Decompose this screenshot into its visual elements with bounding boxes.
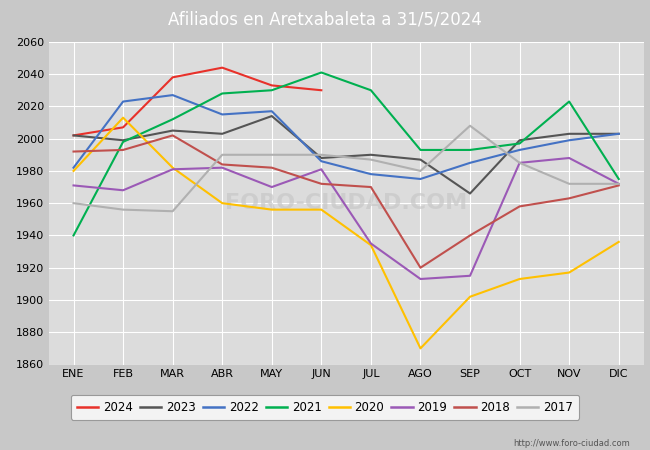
Legend: 2024, 2023, 2022, 2021, 2020, 2019, 2018, 2017: 2024, 2023, 2022, 2021, 2020, 2019, 2018… bbox=[71, 395, 579, 420]
Text: FORO-CIUDAD.COM: FORO-CIUDAD.COM bbox=[225, 193, 467, 213]
Text: http://www.foro-ciudad.com: http://www.foro-ciudad.com bbox=[514, 439, 630, 448]
Text: Afiliados en Aretxabaleta a 31/5/2024: Afiliados en Aretxabaleta a 31/5/2024 bbox=[168, 11, 482, 29]
